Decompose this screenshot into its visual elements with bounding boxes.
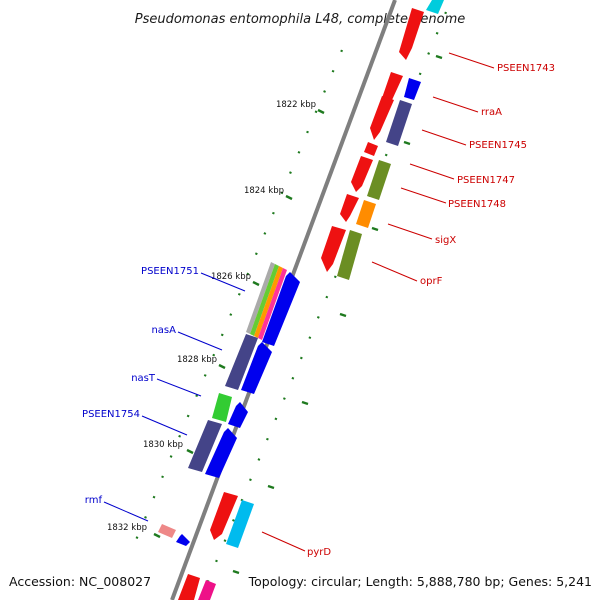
label-pseen1754[interactable]: PSEEN1754 — [82, 409, 140, 420]
map-title: Pseudomonas entomophila L48, complete ge… — [135, 12, 466, 27]
label-oprf[interactable]: oprF — [420, 276, 443, 287]
kbp-label-1830: 1830 kbp — [143, 440, 183, 450]
feature-pseen1747-box[interactable] — [367, 160, 391, 200]
feature-pseen1743-arrow[interactable] — [399, 8, 424, 60]
kbp-label-1832: 1832 kbp — [107, 523, 147, 533]
label-pseen1747[interactable]: PSEEN1747 — [457, 175, 515, 186]
accession-text: Accession: NC_008027 — [9, 574, 151, 589]
feature-pseen1751-stripe-grey[interactable] — [246, 262, 275, 334]
feature-red-1748[interactable] — [340, 194, 359, 222]
reverse-features — [158, 262, 300, 546]
feature-red-oprf[interactable] — [321, 226, 346, 272]
inner-dotted-ring — [134, 49, 344, 541]
feature-oprf-box[interactable] — [337, 230, 362, 280]
feature-nast-arrow[interactable] — [228, 402, 248, 428]
feature-nasa-arrow[interactable] — [241, 342, 272, 394]
feature-pyrd-box[interactable] — [226, 500, 254, 548]
label-sigx[interactable]: sigX — [435, 235, 456, 246]
label-pyrd[interactable]: pyrD — [307, 547, 331, 558]
feature-red-1747[interactable] — [351, 156, 373, 192]
label-rraa[interactable]: rraA — [481, 107, 502, 118]
feature-pseen1751-stripe-green[interactable] — [250, 264, 279, 336]
feature-bottom-magenta[interactable] — [198, 580, 216, 600]
feature-pseen1745-box[interactable] — [386, 100, 412, 146]
label-nasa[interactable]: nasA — [151, 325, 176, 336]
kbp-label-1822: 1822 kbp — [276, 100, 316, 110]
label-pseen1751[interactable]: PSEEN1751 — [141, 266, 199, 277]
label-pseen1748[interactable]: PSEEN1748 — [448, 199, 506, 210]
feature-rraa-arrow[interactable] — [404, 78, 421, 100]
feature-small-red[interactable] — [364, 142, 378, 156]
label-nast[interactable]: nasT — [131, 373, 156, 384]
feature-pseen1754-arrow[interactable] — [205, 428, 237, 478]
topology-text: Topology: circular; Length: 5,888,780 bp… — [248, 574, 592, 589]
feature-top-cyan[interactable] — [426, 0, 444, 14]
feature-pseen1754-box[interactable] — [188, 420, 222, 472]
forward-features — [178, 0, 444, 600]
feature-sigx-box[interactable] — [356, 200, 376, 228]
feature-rmf-box[interactable] — [158, 524, 176, 538]
outer-dotted-ring — [199, 11, 448, 599]
feature-red-rraa[interactable] — [382, 72, 403, 100]
feature-rmf-arrow[interactable] — [176, 534, 190, 546]
feature-nasa-box[interactable] — [225, 334, 258, 390]
reverse-label-leaders — [103, 272, 246, 522]
feature-red-1745[interactable] — [370, 96, 394, 140]
kbp-tick-marks — [153, 54, 443, 575]
label-pseen1743[interactable]: PSEEN1743 — [497, 63, 555, 74]
label-rmf[interactable]: rmf — [85, 495, 103, 506]
feature-red-pyrd[interactable] — [210, 492, 238, 540]
kbp-label-1828: 1828 kbp — [177, 355, 217, 365]
feature-big-blue-arrow[interactable] — [262, 272, 300, 346]
feature-pseen1751-stripe-orange[interactable] — [254, 266, 283, 338]
forward-label-leaders — [261, 52, 495, 552]
label-pseen1745[interactable]: PSEEN1745 — [469, 140, 527, 151]
kbp-label-1826: 1826 kbp — [211, 272, 251, 282]
feature-bottom-red[interactable] — [178, 574, 200, 600]
kbp-label-1824: 1824 kbp — [244, 186, 284, 196]
feature-pseen1751-stripe-pink[interactable] — [258, 268, 287, 340]
feature-nast-box[interactable] — [212, 393, 232, 422]
